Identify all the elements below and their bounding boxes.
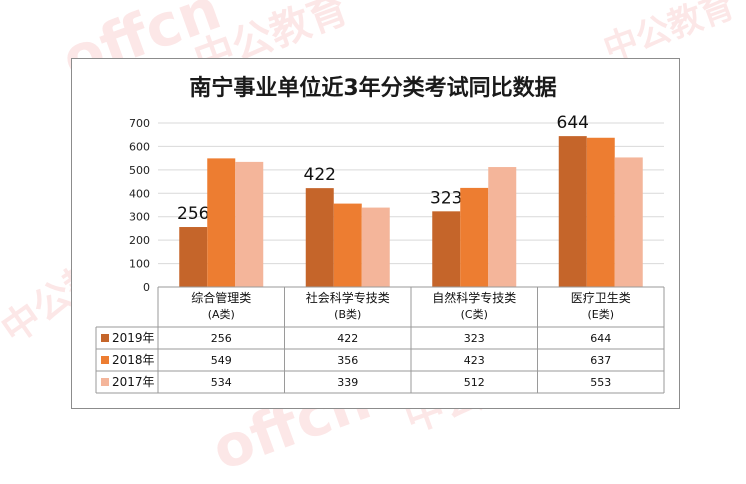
legend-label: 2017年 (112, 375, 155, 389)
chart-title: 南宁事业单位近3年分类考试同比数据 (189, 76, 557, 101)
table-cell: 644 (590, 332, 611, 345)
table-cell: 549 (211, 354, 232, 367)
y-tick-label: 400 (129, 187, 150, 200)
x-category-label: 医疗卫生类 (571, 291, 631, 305)
legend-key-2018年 (101, 356, 109, 364)
x-category-label: 综合管理类 (191, 290, 251, 305)
bar-chart: 0 100 200 300 400 500 600 700 256 422 323 644 综合管理类 (… (95, 113, 665, 394)
bar-2017年-自然科学专技类 (488, 167, 517, 287)
bar-2018年-自然科学专技类 (460, 187, 489, 287)
table-cell: 553 (590, 376, 611, 389)
bar-2019年-自然科学专技类 (432, 211, 461, 287)
bar-2019年-综合管理类 (179, 227, 208, 287)
data-label: 323 (430, 188, 462, 208)
bar-2017年-综合管理类 (235, 161, 264, 287)
data-label: 422 (304, 165, 336, 185)
x-category-code: (C类) (461, 307, 488, 321)
bar-2018年-综合管理类 (207, 158, 236, 287)
y-tick-label: 600 (129, 140, 150, 153)
bar-2018年-社会科学专技类 (333, 203, 362, 287)
bar-2019年-社会科学专技类 (305, 188, 334, 287)
y-tick-label: 700 (129, 117, 150, 130)
table-cell: 323 (464, 332, 485, 345)
bar-2018年-医疗卫生类 (586, 137, 615, 287)
table-cell: 534 (211, 376, 232, 389)
x-category-code: (A类) (208, 307, 235, 321)
bar-2017年-医疗卫生类 (614, 157, 643, 287)
x-category-label: 自然科学专技类 (432, 290, 516, 305)
y-tick-label: 100 (129, 258, 150, 271)
data-label: 256 (177, 204, 209, 224)
table-cell: 256 (211, 332, 232, 345)
y-tick-label: 500 (129, 164, 150, 177)
y-tick-label: 300 (129, 211, 150, 224)
table-cell: 422 (337, 332, 358, 345)
y-tick-label: 0 (143, 281, 150, 294)
table-cell: 637 (590, 354, 611, 367)
table-cell: 339 (337, 376, 358, 389)
legend-label: 2018年 (112, 353, 155, 367)
bar-2019年-医疗卫生类 (558, 136, 587, 287)
x-category-label: 社会科学专技类 (306, 290, 390, 305)
x-category-code: (B类) (334, 307, 361, 321)
x-category-code: (E类) (587, 307, 614, 321)
table-cell: 356 (337, 354, 358, 367)
legend-key-2019年 (101, 334, 109, 342)
y-tick-label: 200 (129, 234, 150, 247)
bar-2017年-社会科学专技类 (361, 207, 390, 287)
legend-label: 2019年 (112, 331, 155, 345)
legend-key-2017年 (101, 378, 109, 386)
table-cell: 423 (464, 354, 485, 367)
table-cell: 512 (464, 376, 485, 389)
data-label: 644 (557, 113, 589, 133)
